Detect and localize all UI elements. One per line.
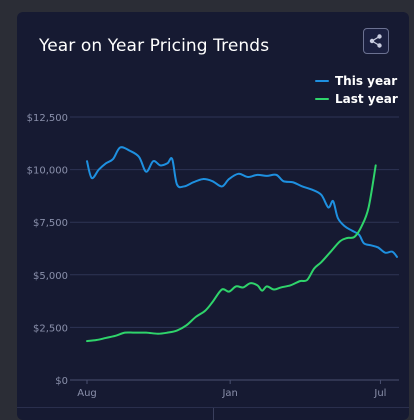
- legend-swatch-last-year: [315, 98, 329, 100]
- x-tick-label: Jul: [373, 388, 386, 399]
- share-button[interactable]: [363, 28, 389, 54]
- legend-item-last-year[interactable]: Last year: [315, 90, 398, 108]
- line-chart: $0 $2,500 $5,000 $7,500 $10,000 $12,500 Aug Jan…: [27, 113, 399, 399]
- y-tick-label: $10,000: [27, 166, 68, 177]
- legend-swatch-this-year: [315, 80, 329, 82]
- series-line-last-year: [86, 164, 377, 343]
- chart-card: Year on Year Pricing Trends This year La…: [17, 12, 409, 420]
- legend-label-this-year: This year: [335, 74, 398, 88]
- legend-item-this-year[interactable]: This year: [315, 72, 398, 90]
- y-tick-label: $2,500: [33, 323, 68, 334]
- legend-label-last-year: Last year: [335, 92, 398, 106]
- y-tick-label: $5,000: [33, 271, 68, 282]
- footer-notch: [213, 408, 214, 420]
- y-tick-label: $0: [55, 376, 68, 387]
- series-line-this-year: [86, 146, 398, 258]
- footer-divider: [17, 407, 409, 408]
- chart-title: Year on Year Pricing Trends: [39, 36, 270, 56]
- legend: This year Last year: [315, 72, 398, 108]
- y-tick-label: $7,500: [33, 218, 68, 229]
- x-tick-label: Jan: [221, 388, 237, 399]
- y-tick-label: $12,500: [27, 113, 68, 124]
- share-icon: [369, 34, 382, 48]
- x-tick-label: Aug: [77, 388, 97, 399]
